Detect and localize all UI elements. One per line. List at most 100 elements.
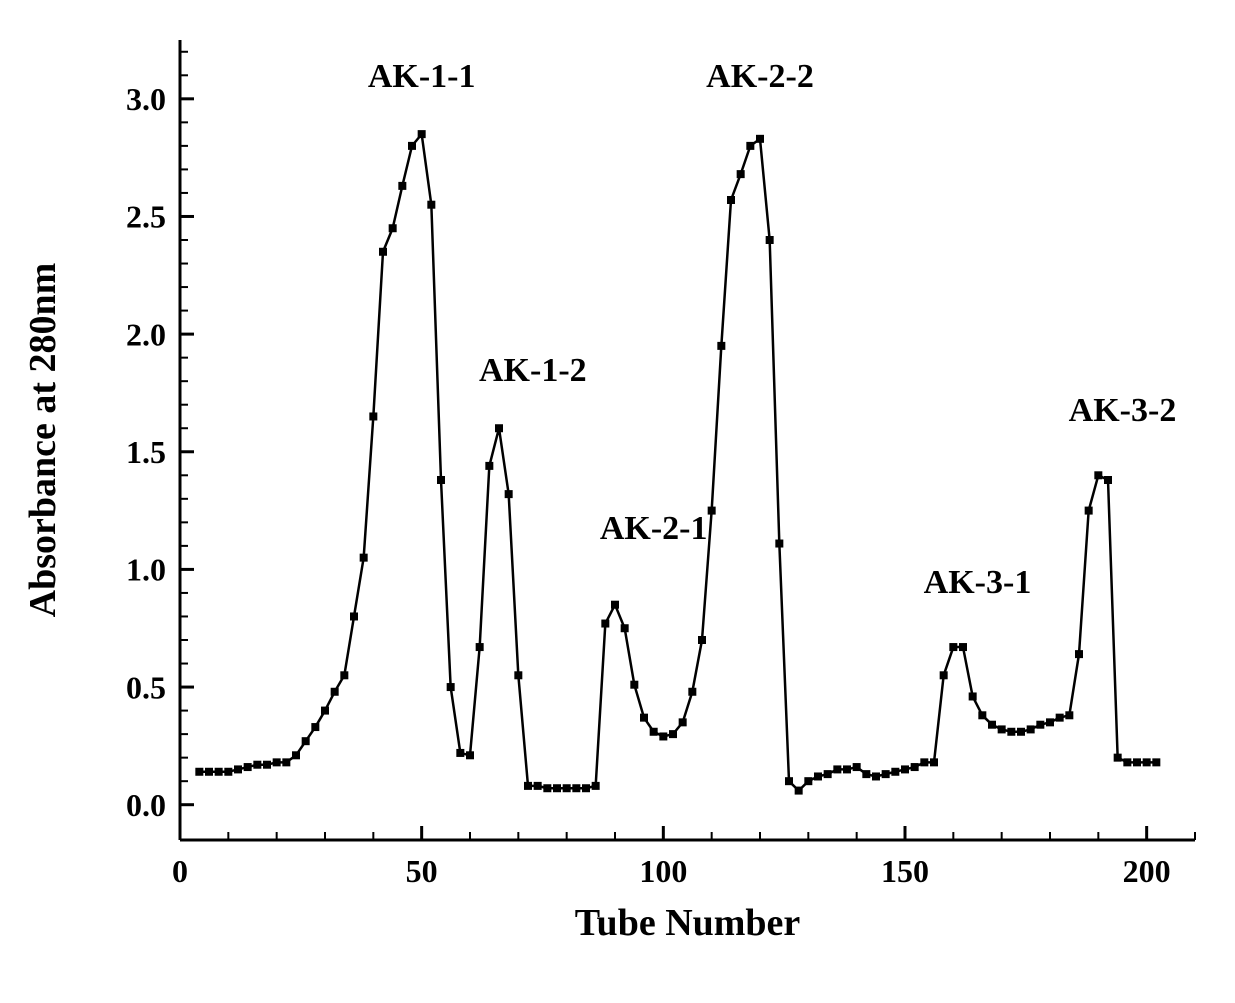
data-point <box>263 761 271 769</box>
data-point <box>949 643 957 651</box>
data-point <box>872 772 880 780</box>
data-point <box>224 768 232 776</box>
data-point <box>785 777 793 785</box>
peak-label: AK-2-1 <box>600 510 708 547</box>
data-point <box>331 688 339 696</box>
data-point <box>1007 728 1015 736</box>
data-point <box>882 770 890 778</box>
data-point <box>592 782 600 790</box>
data-point <box>456 749 464 757</box>
data-point <box>485 462 493 470</box>
data-point <box>1065 711 1073 719</box>
data-point <box>843 765 851 773</box>
data-point <box>911 763 919 771</box>
data-point <box>601 620 609 628</box>
data-point <box>524 782 532 790</box>
peak-label: AK-3-2 <box>1069 392 1177 429</box>
peak-label: AK-3-1 <box>924 564 1032 601</box>
data-point <box>1085 507 1093 515</box>
data-point <box>1046 718 1054 726</box>
data-point <box>998 725 1006 733</box>
peak-label: AK-2-2 <box>706 58 814 95</box>
data-point <box>737 170 745 178</box>
y-tick-label: 3.0 <box>126 81 166 117</box>
data-point <box>321 707 329 715</box>
data-point <box>1114 754 1122 762</box>
y-tick-label: 1.5 <box>126 434 166 470</box>
data-point <box>1056 714 1064 722</box>
data-point <box>1094 471 1102 479</box>
data-point <box>969 692 977 700</box>
data-point <box>621 624 629 632</box>
y-tick-label: 0.5 <box>126 669 166 705</box>
data-point <box>727 196 735 204</box>
data-point <box>814 772 822 780</box>
data-point <box>379 248 387 256</box>
data-point <box>959 643 967 651</box>
y-tick-label: 2.5 <box>126 199 166 235</box>
data-point <box>418 130 426 138</box>
x-tick-label: 100 <box>639 853 687 889</box>
data-point <box>930 758 938 766</box>
data-point <box>669 730 677 738</box>
data-point <box>1104 476 1112 484</box>
x-axis-label: Tube Number <box>575 902 801 944</box>
data-point <box>688 688 696 696</box>
data-point <box>756 135 764 143</box>
data-point <box>582 784 590 792</box>
x-tick-label: 200 <box>1123 853 1171 889</box>
data-point <box>244 763 252 771</box>
y-tick-label: 2.0 <box>126 316 166 352</box>
x-tick-label: 150 <box>881 853 929 889</box>
data-point <box>505 490 513 498</box>
data-point <box>427 201 435 209</box>
data-point <box>205 768 213 776</box>
y-tick-label: 0.0 <box>126 787 166 823</box>
data-point <box>1027 725 1035 733</box>
x-tick-label: 0 <box>172 853 188 889</box>
data-point <box>775 540 783 548</box>
data-point <box>862 770 870 778</box>
data-point <box>398 182 406 190</box>
data-point <box>273 758 281 766</box>
data-point <box>234 765 242 773</box>
data-point <box>630 681 638 689</box>
data-point <box>901 765 909 773</box>
data-point <box>1133 758 1141 766</box>
data-point <box>437 476 445 484</box>
data-point <box>292 751 300 759</box>
data-point <box>495 424 503 432</box>
data-point <box>1123 758 1131 766</box>
data-point <box>253 761 261 769</box>
data-point <box>650 728 658 736</box>
data-point <box>920 758 928 766</box>
data-point <box>1017 728 1025 736</box>
data-point <box>1152 758 1160 766</box>
data-point <box>1075 650 1083 658</box>
data-point <box>195 768 203 776</box>
data-point <box>215 768 223 776</box>
data-point <box>1036 721 1044 729</box>
data-point <box>389 224 397 232</box>
data-point <box>988 721 996 729</box>
data-point <box>447 683 455 691</box>
data-point <box>804 777 812 785</box>
data-point <box>978 711 986 719</box>
data-point <box>350 612 358 620</box>
peak-label: AK-1-2 <box>479 352 587 389</box>
data-point <box>833 765 841 773</box>
data-point <box>766 236 774 244</box>
data-point <box>708 507 716 515</box>
x-tick-label: 50 <box>406 853 438 889</box>
data-point <box>476 643 484 651</box>
y-axis-label: Absorbance at 280nm <box>22 263 64 618</box>
data-point <box>282 758 290 766</box>
data-point <box>940 671 948 679</box>
data-point <box>553 784 561 792</box>
data-point <box>611 601 619 609</box>
data-point <box>543 784 551 792</box>
data-point <box>746 142 754 150</box>
data-point <box>824 770 832 778</box>
data-point <box>640 714 648 722</box>
data-point <box>514 671 522 679</box>
